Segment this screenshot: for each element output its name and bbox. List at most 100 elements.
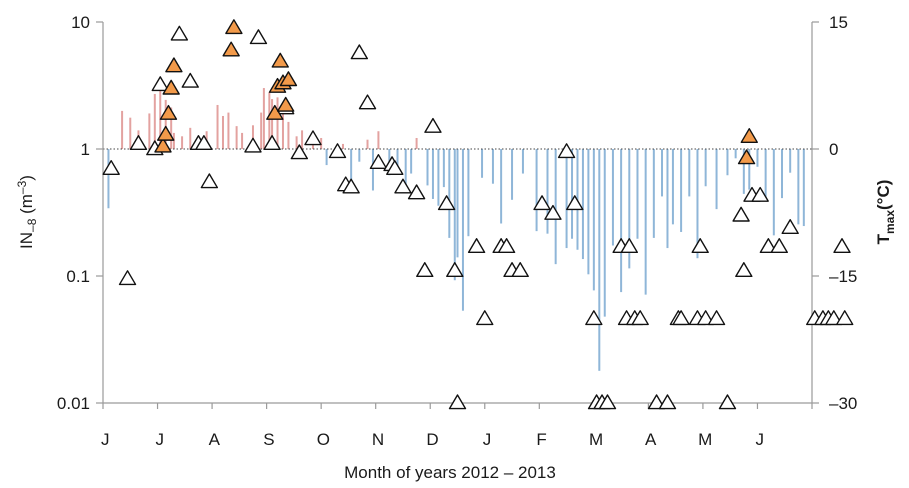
in-marker-white xyxy=(386,159,404,175)
temperature-bar xyxy=(358,149,361,162)
temperature-bar xyxy=(628,149,631,269)
right-tick-label: –30 xyxy=(829,394,857,413)
temperature-bar xyxy=(453,149,456,281)
in-marker-white xyxy=(170,25,189,41)
temperature-bar xyxy=(802,149,805,227)
temperature-bar xyxy=(592,149,595,291)
temperature-bar xyxy=(726,149,729,176)
in-marker-white xyxy=(511,262,529,278)
temperature-bar xyxy=(636,149,639,239)
in-marker-orange xyxy=(154,137,172,153)
in-marker-white xyxy=(732,206,750,222)
temperature-bar xyxy=(148,113,151,149)
in-marker-orange xyxy=(279,71,298,87)
in-marker-white xyxy=(437,195,456,211)
left-tick-label: 0.1 xyxy=(66,267,90,286)
temperature-bar xyxy=(241,132,244,149)
temperature-bar xyxy=(366,139,369,149)
in-marker-white xyxy=(707,310,726,326)
in-marker-white xyxy=(696,310,715,326)
temperature-bar xyxy=(371,149,374,191)
in-marker-orange xyxy=(737,149,756,165)
in-marker-white xyxy=(200,173,219,189)
in-marker-white xyxy=(647,394,666,410)
temperature-bar xyxy=(734,149,737,159)
temperature-bar xyxy=(181,136,184,149)
temperature-bar xyxy=(742,149,745,194)
temperature-bar xyxy=(341,143,344,149)
in-marker-white xyxy=(244,137,262,153)
temperature-bar xyxy=(287,121,290,149)
temperature-bar xyxy=(164,99,167,149)
in-marker-white xyxy=(598,394,617,410)
in-markers-white xyxy=(102,25,854,410)
temperature-bar xyxy=(121,110,124,149)
in-marker-white xyxy=(467,238,486,254)
in-marker-white xyxy=(566,195,584,211)
right-axis-title: Tmax(°C) xyxy=(874,180,897,245)
in-marker-white xyxy=(825,310,843,326)
temperature-bar xyxy=(159,86,162,149)
in-marker-white xyxy=(448,394,467,410)
temperature-bar xyxy=(437,149,440,206)
temperature-bar xyxy=(748,149,751,190)
temperature-bar xyxy=(565,149,568,249)
left-axis-title-close: ) xyxy=(17,175,36,181)
in-marker-white xyxy=(770,238,788,254)
in-marker-white xyxy=(533,195,551,211)
temperature-bar xyxy=(426,149,429,186)
temperature-bar xyxy=(216,104,219,149)
in-marker-white xyxy=(102,159,120,175)
temperature-bar xyxy=(587,149,590,275)
in-marker-white xyxy=(497,238,516,254)
temperature-bar xyxy=(500,149,503,224)
in-marker-white xyxy=(691,238,709,254)
in-marker-orange xyxy=(266,104,284,120)
left-tick-label: 1 xyxy=(81,140,90,159)
right-axis-title-main: T xyxy=(874,233,893,244)
temperature-bar xyxy=(781,149,784,199)
in-marker-white xyxy=(631,310,649,326)
temperature-bar xyxy=(789,149,792,173)
in-marker-white xyxy=(557,143,576,159)
left-axis-title-sub: –8 xyxy=(25,218,39,232)
x-tick-label: J xyxy=(755,430,764,449)
in-marker-white xyxy=(658,394,677,410)
in-marker-white xyxy=(781,219,799,235)
in-marker-white xyxy=(394,178,412,194)
temperature-bar xyxy=(688,149,691,197)
temperature-bar xyxy=(456,149,459,258)
x-tick-label: A xyxy=(645,430,657,449)
x-tick-label: M xyxy=(698,430,712,449)
temperature-bar xyxy=(325,149,328,166)
right-tick-label: 0 xyxy=(829,140,838,159)
in-marker-white xyxy=(263,135,281,151)
right-axis-title-unit: (°C) xyxy=(874,180,893,210)
temperature-bar xyxy=(704,149,707,187)
left-axis-ticks: 0.01 0.1 1 10 xyxy=(57,13,103,413)
x-tick-label: J xyxy=(483,430,492,449)
in-marker-white xyxy=(195,135,213,151)
left-axis-title-unit-sup: –3 xyxy=(15,180,29,194)
temperature-bar xyxy=(276,97,279,149)
in-markers-orange xyxy=(154,19,758,165)
temperature-bar xyxy=(235,126,238,149)
temperature-bar xyxy=(756,149,759,167)
right-axis-title-sub: max xyxy=(883,210,897,234)
in-marker-white xyxy=(735,262,753,278)
temperature-bar xyxy=(189,127,192,149)
in-marker-orange xyxy=(271,52,289,68)
left-axis-title-main: IN xyxy=(17,232,36,249)
x-tick-label: J xyxy=(101,430,110,449)
left-tick-label: 0.01 xyxy=(57,394,90,413)
temperature-bar xyxy=(448,149,451,238)
temperature-bar xyxy=(666,149,669,249)
in-marker-orange xyxy=(157,125,175,141)
in-marker-orange xyxy=(162,79,180,95)
x-tick-label: A xyxy=(209,430,221,449)
temperature-bar xyxy=(172,132,175,149)
temperature-bar xyxy=(431,149,434,199)
in-marker-white xyxy=(718,394,737,410)
